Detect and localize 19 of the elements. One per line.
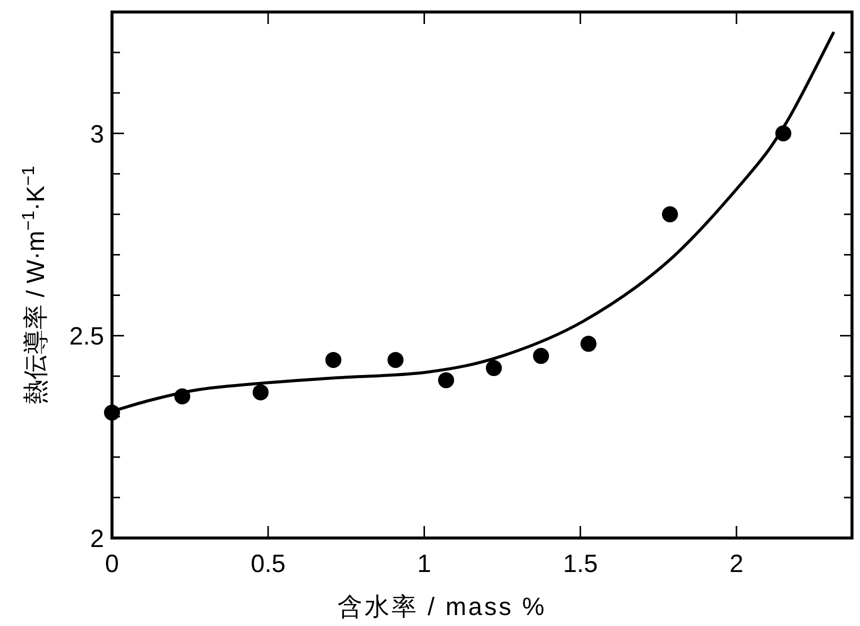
x-tick-label: 0 <box>105 550 119 578</box>
point <box>775 125 792 142</box>
y-tick-label: 2 <box>90 525 104 553</box>
x-tick-label: 1.5 <box>562 550 598 578</box>
x-tick-label: 1 <box>417 550 432 578</box>
point <box>580 336 596 352</box>
y-tick-label: 3 <box>90 120 104 148</box>
point <box>438 372 454 388</box>
y-tick-label: 2.5 <box>69 322 104 351</box>
point <box>325 352 342 368</box>
point <box>388 352 404 368</box>
x-tick-label: 0.5 <box>250 550 286 578</box>
point <box>486 360 502 376</box>
x-tick-label: 2 <box>730 550 744 578</box>
point <box>533 348 550 364</box>
point <box>252 384 269 400</box>
point <box>174 388 190 404</box>
point <box>662 206 678 222</box>
x-axis-title: 含水率 / mass % <box>338 593 546 621</box>
